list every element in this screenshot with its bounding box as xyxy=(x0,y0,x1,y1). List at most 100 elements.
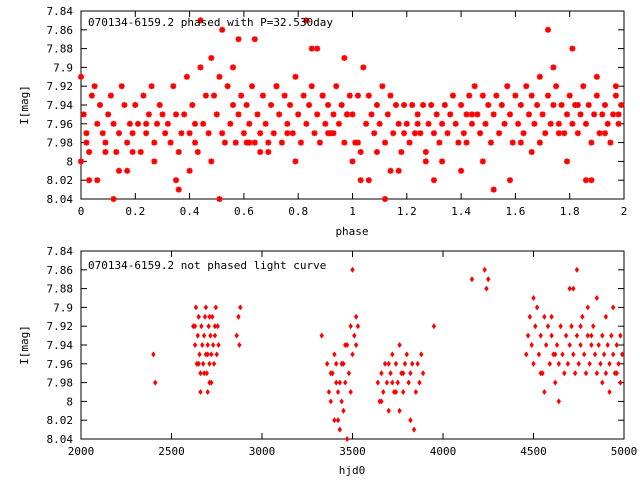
data-point xyxy=(591,323,596,330)
data-point xyxy=(466,92,473,99)
data-point xyxy=(94,120,101,127)
data-point xyxy=(601,351,607,358)
data-point xyxy=(183,73,190,80)
data-point xyxy=(178,130,185,137)
data-point xyxy=(257,130,264,137)
data-point xyxy=(589,332,594,339)
data-point xyxy=(468,111,475,118)
data-point xyxy=(196,313,201,320)
data-point xyxy=(99,130,106,137)
data-point xyxy=(598,360,603,367)
x-tick-label: 5000 xyxy=(611,445,638,458)
data-point xyxy=(544,341,549,349)
data-point xyxy=(593,73,600,80)
data-point xyxy=(110,196,117,202)
data-point xyxy=(300,92,307,99)
data-point xyxy=(151,351,156,358)
data-point xyxy=(189,102,196,108)
data-point xyxy=(401,102,408,108)
data-point xyxy=(588,139,595,146)
data-point xyxy=(592,351,598,358)
data-point xyxy=(439,120,446,127)
data-point xyxy=(536,351,542,358)
data-point xyxy=(504,83,511,90)
data-point xyxy=(203,304,209,311)
data-point xyxy=(534,102,541,108)
data-point xyxy=(578,341,583,349)
data-point xyxy=(151,158,158,165)
data-point xyxy=(344,111,351,118)
data-point xyxy=(411,130,418,137)
x-tick-label: 1 xyxy=(349,205,356,218)
data-point xyxy=(549,313,554,320)
data-point xyxy=(616,360,621,367)
data-point xyxy=(414,120,421,127)
data-point xyxy=(485,102,492,108)
data-point xyxy=(249,83,256,90)
data-point xyxy=(162,130,169,137)
data-point xyxy=(567,341,572,349)
data-point xyxy=(561,130,568,137)
chart-title: 070134-6159.2 phased with P=32.530day xyxy=(88,16,333,29)
data-point xyxy=(382,139,389,146)
data-point xyxy=(553,351,558,358)
data-point xyxy=(410,360,415,367)
data-point xyxy=(381,388,386,396)
data-point xyxy=(205,341,210,349)
data-point xyxy=(236,313,241,320)
data-point xyxy=(145,111,152,118)
data-point xyxy=(618,102,625,108)
data-point xyxy=(212,332,218,339)
data-point xyxy=(607,139,614,146)
data-point xyxy=(325,130,332,137)
data-point xyxy=(414,111,421,118)
data-point xyxy=(197,351,202,358)
y-tick-label: 8.04 xyxy=(47,193,74,206)
x-tick-label: 0.2 xyxy=(125,205,145,218)
data-point xyxy=(360,64,367,71)
data-point xyxy=(167,139,174,146)
data-point xyxy=(415,360,420,367)
y-tick-label: 7.92 xyxy=(47,320,74,333)
data-point xyxy=(538,370,543,377)
data-point xyxy=(525,111,532,118)
data-point xyxy=(395,379,400,386)
data-point xyxy=(344,435,350,443)
data-point xyxy=(238,304,243,311)
data-point xyxy=(195,332,200,339)
data-point xyxy=(420,102,427,108)
data-point xyxy=(175,149,182,155)
data-point xyxy=(484,285,489,292)
data-point xyxy=(468,120,475,127)
data-point xyxy=(547,360,552,367)
data-point xyxy=(363,120,370,127)
data-point xyxy=(197,17,204,24)
data-point xyxy=(588,177,595,184)
data-point xyxy=(536,139,543,146)
data-point xyxy=(148,83,155,90)
data-point xyxy=(201,332,207,339)
data-point xyxy=(527,313,533,320)
data-point xyxy=(455,139,462,146)
data-point xyxy=(594,370,600,377)
data-point xyxy=(235,36,242,43)
data-point xyxy=(186,130,193,137)
data-point xyxy=(265,139,272,146)
data-point xyxy=(571,351,576,358)
data-point xyxy=(403,120,410,127)
data-point xyxy=(580,83,587,90)
y-tick-label: 7.96 xyxy=(47,358,74,371)
data-point xyxy=(308,45,315,52)
data-point xyxy=(539,111,546,118)
data-point xyxy=(348,323,353,330)
data-point xyxy=(379,398,384,405)
data-point xyxy=(420,370,426,377)
data-point xyxy=(216,73,223,80)
data-point xyxy=(314,45,321,52)
data-point xyxy=(536,73,543,80)
data-point xyxy=(387,92,394,99)
data-point xyxy=(376,120,383,127)
data-point xyxy=(583,370,589,377)
data-point xyxy=(425,120,432,127)
data-point xyxy=(479,158,486,165)
